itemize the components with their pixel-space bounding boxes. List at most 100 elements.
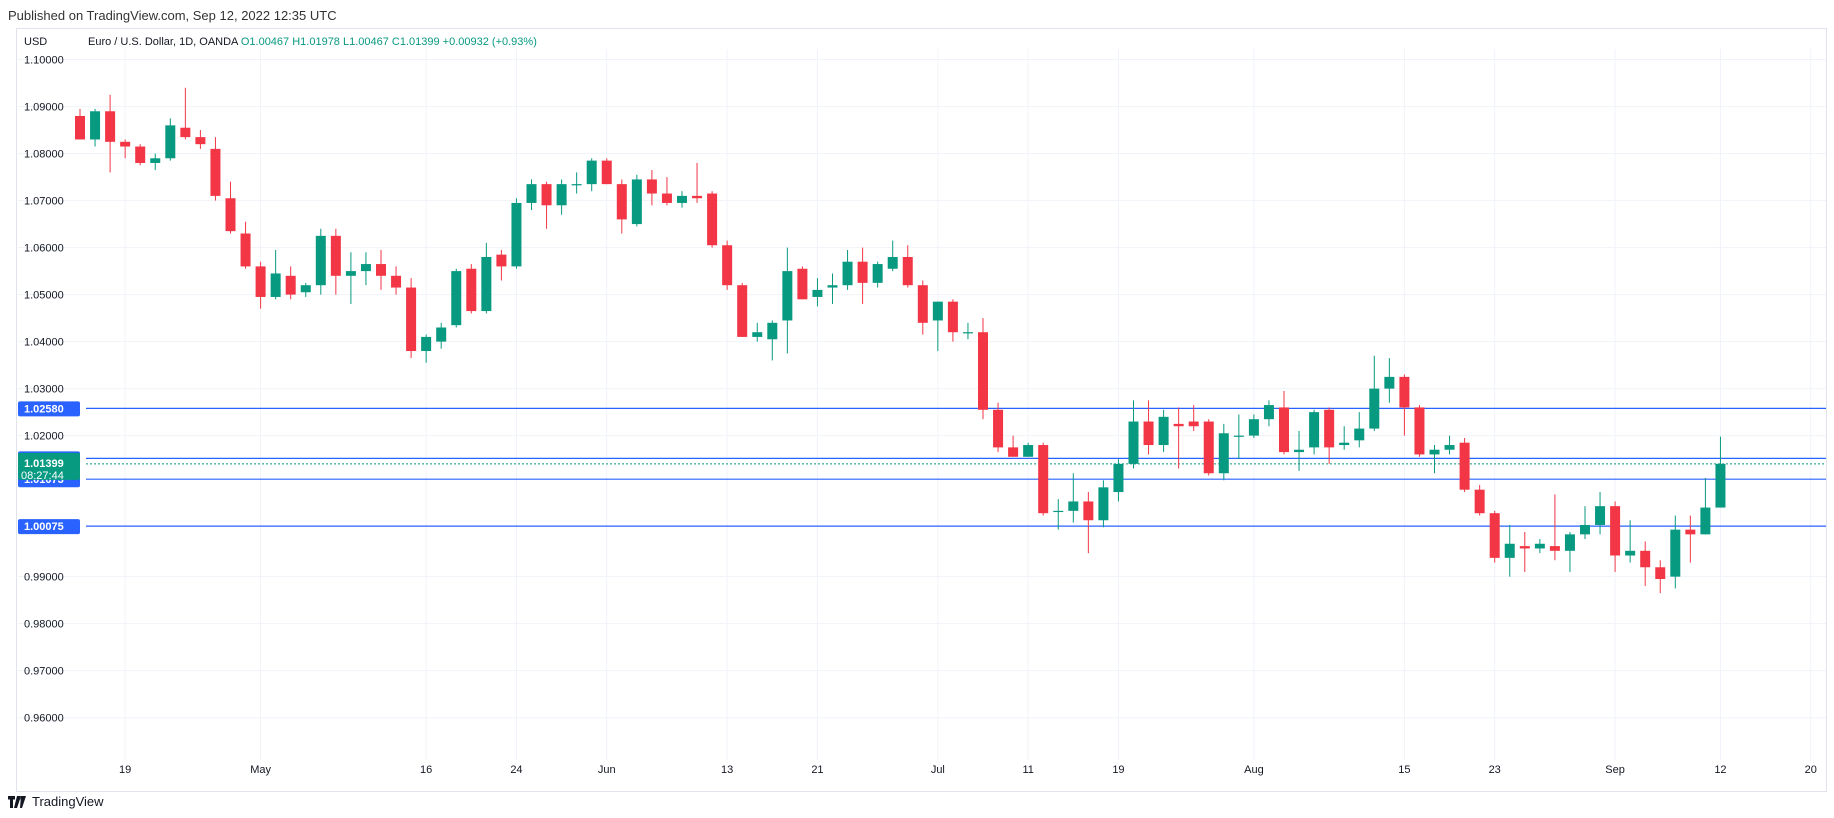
tradingview-logo-icon[interactable]: [8, 795, 26, 808]
candle-body: [1474, 489, 1485, 514]
candle-body: [947, 301, 958, 333]
candle-body: [376, 264, 386, 276]
x-tick-label: 11: [1022, 764, 1033, 776]
y-tick-label: 1.10000: [24, 55, 64, 67]
candle-body: [496, 254, 507, 267]
candle-body: [1489, 513, 1500, 558]
candle-body: [1143, 421, 1154, 446]
level-price-label: 1.02580: [24, 403, 64, 415]
candle-body: [797, 268, 808, 300]
symbol-legend[interactable]: Euro / U.S. Dollar, 1D, OANDA O1.00467 H…: [88, 36, 537, 48]
countdown-label: 08:27:44: [21, 470, 64, 482]
candle-body: [1444, 445, 1455, 450]
x-tick-label: 13: [721, 764, 733, 776]
candle-body: [345, 271, 356, 276]
candle-body: [932, 301, 943, 321]
x-tick-label: Aug: [1244, 764, 1264, 776]
y-tick-label: 0.98000: [24, 619, 64, 631]
candle-body: [962, 332, 973, 334]
x-tick-label: 21: [811, 764, 823, 776]
candle-body: [677, 195, 687, 203]
y-axis: 1.10000 1.09000 1.08000 1.07000 1.06000 1.050…: [24, 55, 64, 725]
candle-body: [180, 127, 191, 138]
candle-body: [1564, 534, 1575, 551]
candle-body: [1008, 447, 1019, 457]
candle-body: [1279, 407, 1289, 453]
candle-body: [978, 332, 988, 410]
candle-body: [1655, 567, 1666, 580]
candle-body: [1595, 506, 1606, 525]
candle-body: [1203, 421, 1214, 474]
candle-body: [1580, 524, 1590, 535]
candle-body: [120, 141, 131, 147]
candle-body: [767, 322, 778, 340]
last-price-label: 1.01399: [24, 458, 64, 470]
ohlc-values: O1.00467 H1.01978 L1.00467 C1.01399 +0.0…: [240, 36, 537, 48]
candle-body: [993, 409, 1004, 448]
candle-layer: [75, 87, 1726, 594]
candle-body: [752, 332, 763, 337]
candle-body: [616, 184, 627, 220]
candle-body: [1519, 546, 1530, 549]
candle-body: [1038, 445, 1049, 514]
candle-body: [481, 256, 492, 312]
candle-body: [1083, 501, 1094, 521]
x-tick-label: 16: [420, 764, 432, 776]
price-tags: 1.025801.015161.010731.000751.0139908:27…: [18, 401, 80, 535]
candle-body: [541, 184, 552, 206]
candle-body: [902, 256, 913, 286]
candle-body: [75, 115, 85, 140]
x-axis: 19 May 16 24 Jun 13 21 Jul 11 19 Aug 15 23 Sep 12 20: [119, 764, 1817, 776]
candle-body: [887, 256, 898, 269]
candle-body: [737, 285, 748, 337]
candle-body: [1128, 421, 1139, 464]
candle-body: [391, 275, 402, 288]
x-tick-label: Jun: [598, 764, 616, 776]
candle-body: [511, 202, 522, 267]
candle-body: [646, 179, 657, 194]
x-tick-label: 20: [1805, 764, 1817, 776]
y-tick-label: 1.09000: [24, 102, 64, 114]
currency-label: USD: [24, 36, 48, 48]
x-tick-label: 15: [1398, 764, 1410, 776]
candle-body: [661, 193, 672, 203]
candle-body: [812, 289, 823, 297]
candle-body: [105, 111, 116, 142]
y-tick-label: 1.06000: [24, 243, 64, 255]
candle-body: [1339, 442, 1350, 446]
candle-body: [165, 125, 176, 159]
candle-body: [1218, 433, 1229, 474]
chart-frame[interactable]: [16, 28, 1827, 792]
published-caption: Published on TradingView.com, Sep 12, 20…: [8, 8, 337, 23]
chart-canvas[interactable]: 1.10000 1.09000 1.08000 1.07000 1.06000 1.050…: [0, 0, 1834, 790]
candle-body: [1715, 463, 1726, 508]
y-tick-label: 0.97000: [24, 666, 64, 678]
candle-body: [827, 285, 838, 288]
candle-body: [270, 273, 281, 297]
candle-body: [1068, 501, 1079, 511]
candle-body: [1549, 546, 1560, 551]
y-tick-label: 0.99000: [24, 572, 64, 584]
candle-body: [722, 245, 733, 286]
x-tick-label: 19: [119, 764, 131, 776]
candle-body: [872, 264, 883, 283]
footer-brand[interactable]: TradingView: [32, 794, 104, 809]
candle-body: [692, 195, 703, 199]
candle-body: [466, 268, 477, 312]
candle-body: [315, 235, 326, 286]
candle-body: [360, 264, 371, 272]
level-price-label: 1.00075: [24, 521, 64, 533]
candle-body: [1158, 416, 1169, 446]
candle-body: [1173, 423, 1184, 427]
candle-body: [1369, 388, 1380, 429]
x-tick-label: Jul: [931, 764, 945, 776]
candle-body: [240, 233, 251, 267]
last-price-tag: [18, 452, 80, 480]
symbol-name: Euro / U.S. Dollar, 1D, OANDA: [88, 36, 238, 48]
candle-body: [1309, 412, 1320, 448]
level-layer: [86, 407, 1826, 527]
candle-body: [707, 193, 718, 246]
candle-body: [195, 137, 206, 145]
candle-body: [1023, 445, 1034, 457]
candle-body: [601, 160, 612, 185]
